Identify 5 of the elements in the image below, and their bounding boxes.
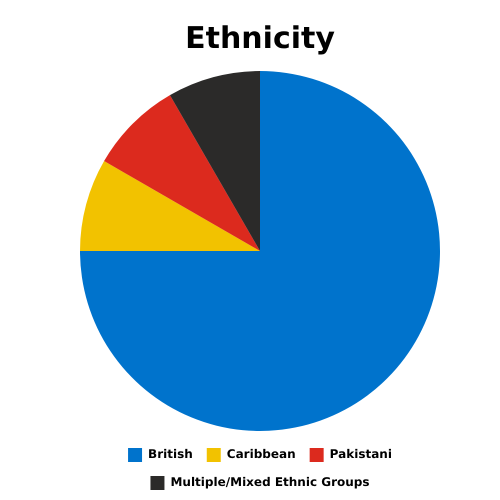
legend-label: Pakistani	[330, 447, 392, 462]
chart-title: Ethnicity	[185, 20, 336, 56]
legend-label: Multiple/Mixed Ethnic Groups	[170, 475, 370, 490]
legend-label: Caribbean	[226, 447, 296, 462]
legend-label: British	[148, 447, 193, 462]
